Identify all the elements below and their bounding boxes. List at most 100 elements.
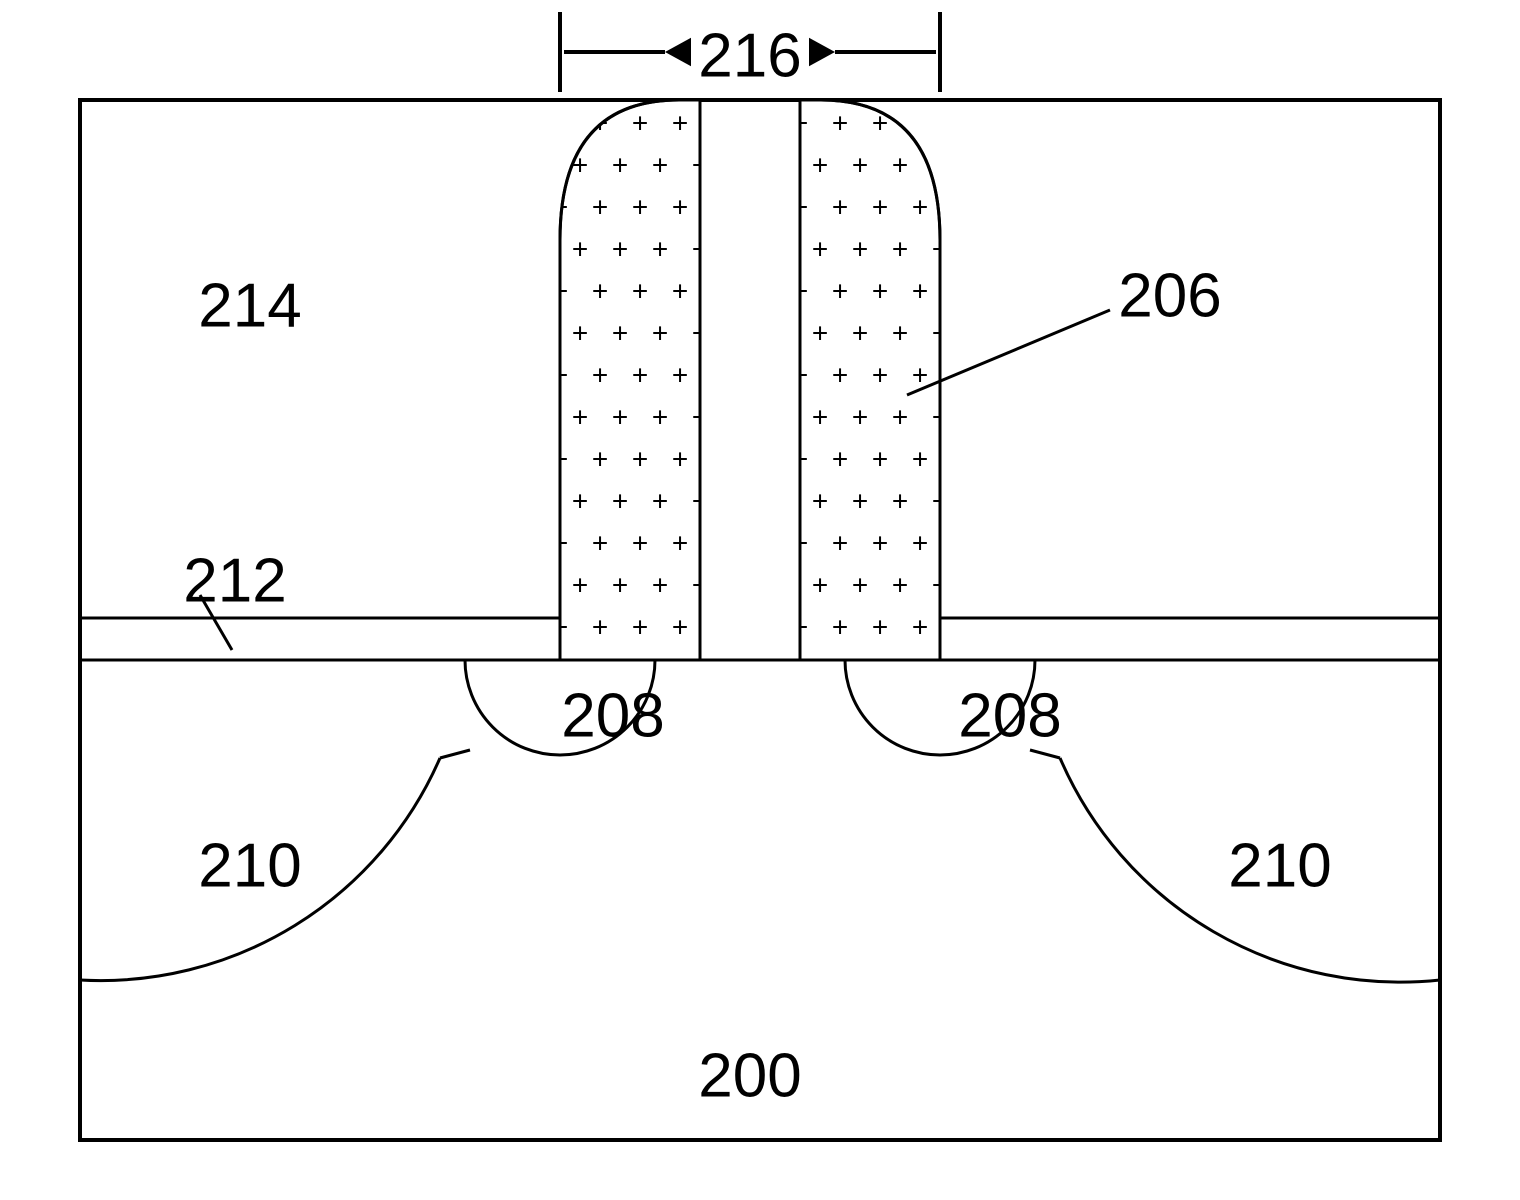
spacer-pattern-plus: + [892,486,908,517]
spacer-pattern-plus: + [712,276,728,307]
spacer-pattern-plus: + [752,276,768,307]
spacer-pattern-plus: + [812,150,828,181]
spacer-pattern-plus: + [772,234,788,265]
spacer-pattern-plus: + [912,612,928,643]
spacer-pattern-plus: + [852,150,868,181]
spacer-pattern-plus: + [712,360,728,391]
spacer-pattern-plus: + [652,402,668,433]
spacer-pattern-plus: + [572,234,588,265]
sd-ldd-join-right [1030,750,1060,758]
spacer-pattern-plus: + [572,402,588,433]
spacer-pattern-plus: + [832,360,848,391]
spacer-pattern-plus: + [512,192,528,223]
spacer-pattern-plus: + [592,360,608,391]
spacer-pattern-plus: + [812,486,828,517]
spacer-pattern-plus: + [592,276,608,307]
spacer-pattern-plus: + [952,108,968,139]
spacer-pattern-plus: + [592,612,608,643]
spacer-pattern-plus: + [652,486,668,517]
spacer-pattern-plus: + [612,654,628,685]
spacer-pattern-plus: + [952,276,968,307]
spacer-pattern-plus: + [652,570,668,601]
spacer-pattern-plus: + [812,654,828,685]
spacer-pattern-plus: + [672,444,688,475]
spacer-pattern-plus: + [652,150,668,181]
spacer-pattern-plus: + [532,150,548,181]
spacer-pattern-plus: + [852,570,868,601]
spacer-pattern-plus: + [872,444,888,475]
label-208-left: 208 [561,681,664,750]
dimension-arrowhead-right [809,38,835,67]
spacer-pattern-plus: + [512,360,528,391]
spacer-pattern-plus: + [672,192,688,223]
spacer-pattern-plus: + [812,570,828,601]
spacer-pattern-plus: + [872,528,888,559]
spacer-pattern-plus: + [612,570,628,601]
label-212: 212 [183,546,286,615]
spacer-pattern-plus: + [612,486,628,517]
spacer-pattern-plus: + [532,402,548,433]
spacer-pattern-plus: + [872,192,888,223]
spacer-pattern-plus: + [832,528,848,559]
spacer-pattern-plus: + [632,444,648,475]
spacer-pattern-plus: + [752,360,768,391]
spacer-left: ++++++++++++++++++++++++++++++++++++++++… [512,100,728,685]
spacer-pattern-plus: + [852,318,868,349]
spacer-pattern-plus: + [632,108,648,139]
label-210-right: 210 [1228,831,1331,900]
spacer-pattern-plus: + [812,318,828,349]
label-214: 214 [198,271,301,340]
spacer-pattern-plus: + [712,612,728,643]
spacer-pattern-plus: + [632,528,648,559]
spacer-pattern-plus: + [772,570,788,601]
spacer-pattern-plus: + [892,570,908,601]
spacer-pattern-plus: + [612,150,628,181]
spacer-pattern-plus: + [632,612,648,643]
spacer-pattern-plus: + [632,360,648,391]
spacer-pattern-plus: + [872,360,888,391]
spacer-pattern-plus: + [852,486,868,517]
spacer-pattern-plus: + [512,528,528,559]
spacer-pattern-plus: + [952,612,968,643]
spacer-pattern-plus: + [572,570,588,601]
label-206: 206 [1118,261,1221,330]
spacer-pattern-plus: + [552,108,568,139]
spacer-pattern-plus: + [812,402,828,433]
spacer-pattern-plus: + [952,444,968,475]
spacer-pattern-plus: + [872,276,888,307]
spacer-pattern-plus: + [952,528,968,559]
spacer-pattern-plus: + [912,108,928,139]
spacer-pattern-plus: + [912,444,928,475]
spacer-pattern-plus: + [772,318,788,349]
spacer-pattern-plus: + [532,318,548,349]
spacer-right: ++++++++++++++++++++++++++++++++++++++++… [752,100,968,685]
spacer-pattern-plus: + [632,192,648,223]
spacer-pattern-plus: + [892,654,908,685]
spacer-pattern-plus: + [712,528,728,559]
spacer-pattern-plus: + [752,108,768,139]
spacer-pattern-plus: + [612,318,628,349]
spacer-pattern-plus: + [572,486,588,517]
spacer-pattern-plus: + [872,612,888,643]
spacer-pattern-plus: + [712,108,728,139]
spacer-pattern-plus: + [672,276,688,307]
spacer-pattern-plus: + [772,150,788,181]
spacer-pattern-plus: + [752,444,768,475]
spacer-pattern-plus: + [532,570,548,601]
spacer-pattern-plus: + [672,108,688,139]
spacer-pattern-plus: + [772,654,788,685]
spacer-pattern-plus: + [672,612,688,643]
spacer-pattern-plus: + [932,150,948,181]
spacer-pattern-plus: + [752,612,768,643]
spacer-pattern-plus: + [832,612,848,643]
label-210-left: 210 [198,831,301,900]
spacer-pattern-plus: + [772,486,788,517]
dimension-arrowhead-left [665,38,691,67]
spacer-pattern-plus: + [812,234,828,265]
spacer-pattern-plus: + [712,444,728,475]
outer-boundary [80,100,1440,1140]
spacer-pattern-plus: + [612,234,628,265]
spacer-pattern-plus: + [652,318,668,349]
spacer-pattern-plus: + [892,402,908,433]
spacer-pattern-plus: + [952,192,968,223]
